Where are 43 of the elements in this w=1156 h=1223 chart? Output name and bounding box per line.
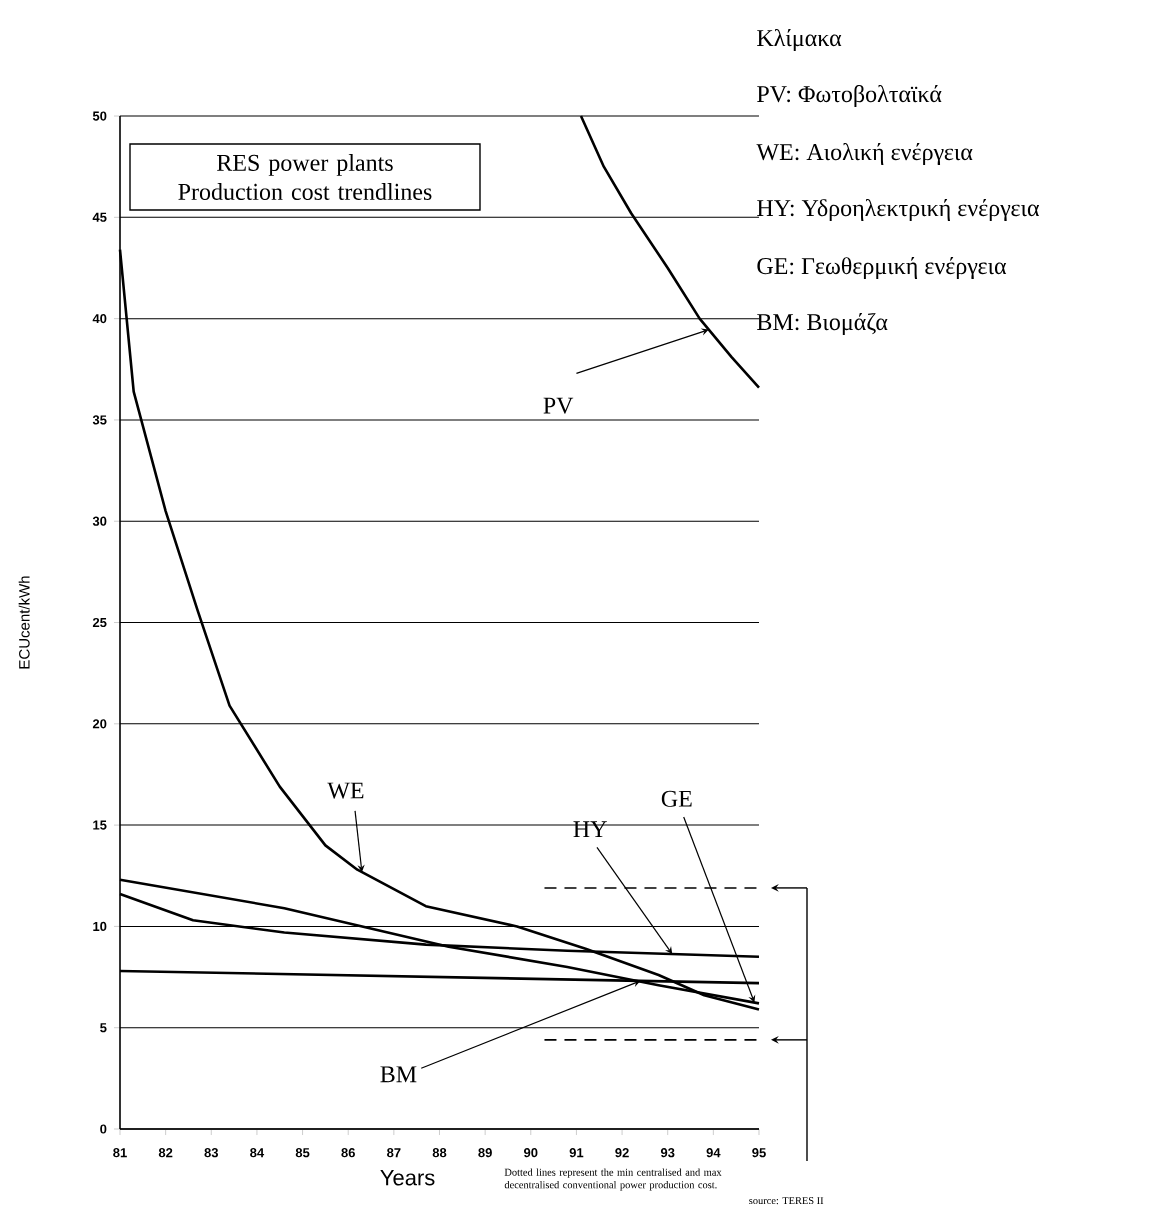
x-tick-label: 92	[615, 1148, 629, 1158]
x-tick-label: 86	[341, 1148, 355, 1158]
x-tick-label: 84	[250, 1148, 265, 1158]
annotation: BM: Βιομάζα	[757, 313, 888, 336]
series-label: WE	[327, 782, 364, 799]
x-tick-label: 87	[387, 1148, 401, 1158]
annotation: GE: Γεωθερμική ενέργεια	[757, 257, 1007, 280]
y-tick-label: 35	[92, 415, 107, 425]
text: Dotted lines represent the min centralised and max decentralised conventional power production cost.	[504, 1168, 722, 1191]
text: Production cost trendlines	[178, 183, 432, 200]
x-tick-label: 85	[295, 1148, 310, 1158]
x-tick-label: 93	[660, 1148, 675, 1158]
text: PV: Φωτοβολταϊκά	[757, 85, 942, 108]
y-axis-title: ECUcent/kWh	[18, 576, 30, 669]
text: Κλίμακα	[757, 29, 842, 52]
text: RES power plants	[217, 154, 393, 176]
y-tick-label: 0	[100, 1124, 107, 1134]
x-tick-label: 81	[113, 1148, 127, 1158]
y-tick-label: 45	[92, 212, 107, 222]
annotation: WE: Αιολική ενέργεια	[756, 143, 973, 166]
y-tick-label: 25	[92, 617, 107, 628]
y-tick-label: 20	[92, 719, 107, 729]
x-tick-label: 82	[158, 1148, 173, 1158]
y-tick-label: 10	[93, 921, 107, 932]
y-tick-label: 50	[92, 111, 107, 121]
x-tick-label: 95	[752, 1148, 766, 1158]
y-tick-label: 30	[92, 516, 107, 526]
text: BM	[380, 1066, 417, 1083]
x-tick-label: 90	[523, 1148, 538, 1158]
x-tick-label: 83	[204, 1148, 219, 1158]
annotation: HY: Υδροηλεκτρική ενέργεια	[757, 199, 1040, 222]
text: GE	[661, 790, 692, 807]
x-tick-label: 88	[432, 1148, 447, 1158]
y-tick-label: 5	[100, 1023, 107, 1033]
y-tick-label: 40	[92, 314, 107, 324]
text: HY	[573, 821, 607, 838]
x-axis-title: Years	[380, 1170, 435, 1186]
x-tick-label: 94	[706, 1148, 721, 1158]
x-tick-label: 89	[478, 1148, 492, 1158]
x-tick-label: 91	[569, 1148, 584, 1158]
text: PV	[543, 397, 574, 414]
source-note: source: TERES II	[749, 1197, 824, 1205]
y-tick-label: 15	[93, 820, 107, 830]
